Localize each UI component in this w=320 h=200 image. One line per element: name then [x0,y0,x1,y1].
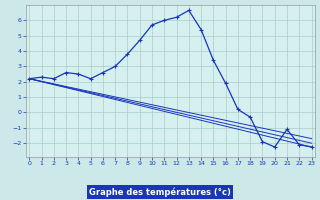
Text: Graphe des températures (°c): Graphe des températures (°c) [89,187,231,197]
